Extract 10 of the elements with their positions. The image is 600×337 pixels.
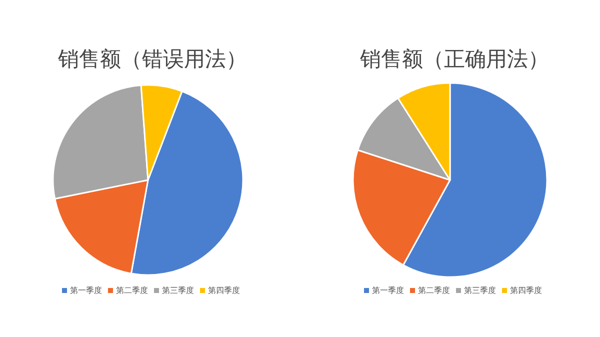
legend-label: 第三季度 (464, 286, 496, 295)
legend-label: 第一季度 (70, 286, 102, 295)
legend-label: 第四季度 (208, 286, 240, 295)
legend-label: 第二季度 (116, 286, 148, 295)
legend-label: 第二季度 (418, 286, 450, 295)
chart-title: 销售额（正确用法） (359, 48, 549, 71)
chart-title: 销售额（错误用法） (57, 48, 247, 71)
legend-label: 第四季度 (510, 286, 542, 295)
legend-label: 第三季度 (162, 286, 194, 295)
legend-label: 第一季度 (372, 286, 404, 295)
